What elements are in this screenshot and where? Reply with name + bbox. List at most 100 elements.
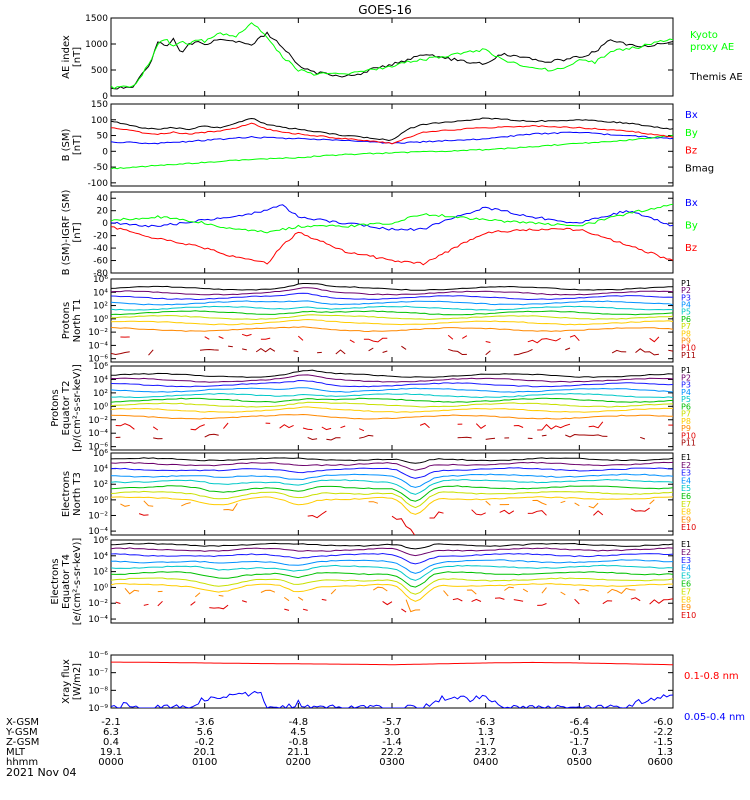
channel-line-e10 (471, 509, 486, 516)
plot-area (111, 661, 673, 708)
channel-line-e10 (471, 598, 482, 603)
channel-line-e10 (429, 511, 444, 519)
legend-item: Bx (685, 110, 698, 121)
channel-legend-e9: E9 (681, 515, 691, 524)
ephemeris-value: -6.4 (570, 717, 590, 728)
channel-legend-p4: P4 (681, 388, 691, 397)
channel-line-p3 (111, 379, 673, 388)
channel-line-e7 (111, 577, 673, 595)
ephemeris-value: 20.1 (194, 747, 216, 758)
channel-line-e10 (241, 600, 247, 603)
series-line-bmag (111, 117, 673, 142)
y-axis-label: North T3 (72, 472, 83, 516)
channel-legend-p5: P5 (681, 308, 691, 317)
ephemeris-value: -0.2 (195, 737, 215, 748)
channel-legend-e6: E6 (681, 580, 691, 589)
channel-legend-p8: P8 (681, 417, 691, 426)
ephemeris-value: -2.1 (101, 717, 121, 728)
channel-line-p5 (111, 305, 673, 311)
channel-line-p11 (111, 351, 130, 356)
channel-line-p11 (382, 350, 388, 353)
channel-line-e10 (452, 598, 463, 602)
y-tick-label: 10² (93, 302, 108, 312)
panel-pe: 10⁶ 10⁴ 10² 10⁰ 10⁻² 10⁻⁴ 10⁻⁶ Protons Equator T… (50, 362, 696, 453)
channel-line-p10 (260, 337, 271, 340)
channel-legend-e2: E2 (681, 548, 691, 557)
channel-line-e9 (373, 586, 388, 592)
channel-line-p11 (635, 348, 659, 356)
channel-line-e9 (120, 503, 130, 507)
ephemeris-value: 0200 (286, 757, 311, 768)
channel-legend-e2: E2 (681, 461, 691, 470)
series-line-by (111, 134, 673, 170)
panel-bigrf: -80 -60 -40 -20 0 20 40 B (SM)-IGRF (SM) [nT] Bx B… (61, 190, 698, 279)
ephemeris-value: 1.3 (478, 727, 494, 738)
legend-item: Bmag (685, 163, 714, 174)
channel-line-p10 (218, 336, 224, 339)
channel-line-e3 (111, 552, 673, 565)
y-tick-label: 10⁻⁴ (88, 429, 108, 439)
channel-line-p6 (111, 397, 673, 403)
ephemeris-value: 0100 (192, 757, 217, 768)
y-tick-label: 10⁻² (88, 511, 108, 521)
channel-line-p11 (448, 348, 467, 356)
channel-legend-e10: E10 (681, 523, 696, 532)
channel-line-e4 (111, 473, 673, 488)
ephemeris-value: 0400 (473, 757, 498, 768)
channel-line-e9 (223, 503, 238, 511)
channel-line-p7 (111, 401, 673, 408)
series-line-bx (111, 131, 673, 145)
channel-line-e10 (138, 513, 149, 516)
y-tick-label: 10⁰ (93, 583, 108, 593)
channel-line-p11 (485, 350, 491, 356)
series-line-bz (111, 122, 673, 145)
channel-line-e9 (284, 596, 290, 602)
y-tick-label: 10⁰ (93, 315, 108, 325)
y-tick-label: 10⁻⁶ (88, 355, 108, 365)
channel-legend-p11: P11 (681, 351, 696, 360)
ephemeris-value: 21.1 (287, 747, 309, 758)
y-tick-label: 10⁻⁴ (88, 341, 108, 351)
y-tick-label: 10⁶ (93, 275, 108, 285)
channel-line-e9 (588, 502, 599, 509)
channel-line-e1 (111, 542, 673, 550)
y-axis-label: North T1 (72, 299, 83, 343)
channel-line-e9 (607, 587, 636, 595)
channel-line-e10 (649, 598, 673, 605)
channel-line-p2 (111, 374, 673, 383)
y-tick-label: 1000 (85, 40, 108, 50)
channel-line-p1 (111, 369, 673, 378)
channel-line-e6 (111, 485, 673, 502)
ephemeris-value: 0300 (379, 757, 404, 768)
channel-line-p11 (668, 349, 673, 352)
y-tick-label: -20 (93, 232, 108, 242)
channel-line-e8 (111, 496, 673, 515)
channel-line-p8 (111, 406, 673, 413)
channel-line-e10 (115, 601, 121, 604)
channel-line-e10 (513, 599, 524, 602)
ephemeris-value: -0.5 (570, 727, 590, 738)
y-tick-label: 0 (102, 219, 108, 229)
legend-item: Kyoto (690, 30, 718, 41)
y-tick-label: -50 (93, 163, 108, 173)
channel-line-e10 (190, 601, 196, 606)
ephemeris-row-label: hhmm (6, 757, 38, 768)
channel-line-p10 (513, 424, 524, 428)
ephemeris-value: -1.5 (653, 737, 673, 748)
ephemeris-value: 4.5 (290, 727, 306, 738)
channel-line-e2 (111, 547, 673, 557)
ephemeris-row-label: Y-GSM (5, 727, 38, 738)
channel-line-e10 (574, 598, 580, 605)
channel-line-e9 (560, 591, 566, 596)
legend-item: Bz (685, 146, 697, 157)
y-tick-label: 10² (93, 480, 108, 490)
y-tick-label: 10⁻² (88, 416, 108, 426)
y-tick-label: 0 (102, 147, 108, 157)
channel-legend-e8: E8 (681, 595, 691, 604)
y-tick-label: 10⁴ (93, 465, 108, 475)
channel-line-e10 (494, 597, 505, 600)
y-tick-label: 10⁻² (88, 599, 108, 609)
plot-area (111, 22, 673, 90)
channel-legend-p5: P5 (681, 395, 691, 404)
